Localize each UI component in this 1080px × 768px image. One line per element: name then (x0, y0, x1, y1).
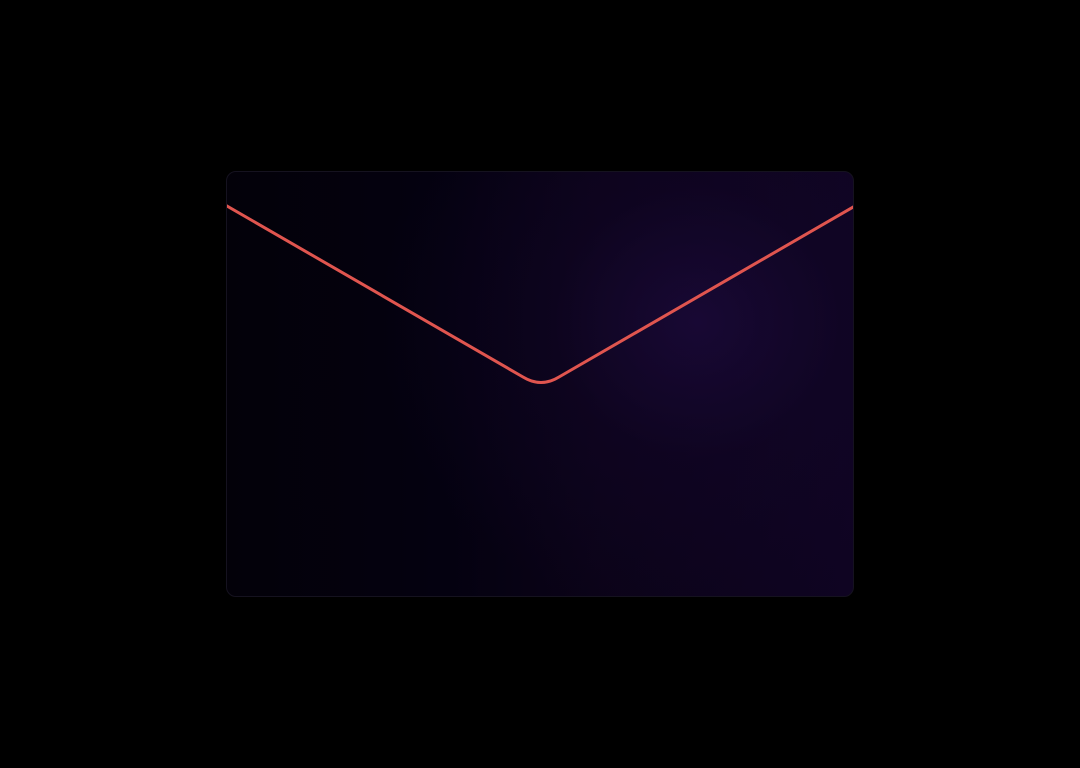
envelope-flap-line (227, 204, 853, 384)
envelope-icon (226, 171, 854, 597)
